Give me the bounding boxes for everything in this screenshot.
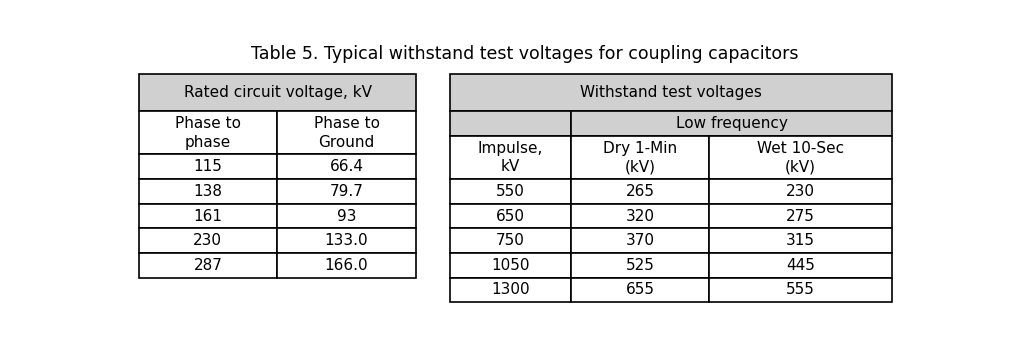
Text: 445: 445	[786, 258, 815, 273]
Text: Phase to
Ground: Phase to Ground	[313, 116, 380, 150]
Bar	[710, 253, 892, 278]
Bar	[450, 74, 892, 111]
Text: 230: 230	[786, 184, 815, 199]
Text: 315: 315	[786, 233, 815, 248]
Text: 230: 230	[194, 233, 222, 248]
Bar	[139, 111, 276, 154]
Text: 275: 275	[786, 209, 815, 224]
Text: 555: 555	[786, 282, 815, 298]
Bar	[139, 154, 276, 179]
Text: 550: 550	[496, 184, 525, 199]
Text: 166.0: 166.0	[325, 258, 369, 273]
Text: 138: 138	[194, 184, 222, 199]
Bar	[139, 74, 417, 111]
Bar	[139, 204, 276, 228]
Text: Rated circuit voltage, kV: Rated circuit voltage, kV	[183, 85, 372, 100]
Bar	[450, 111, 571, 136]
Text: 1050: 1050	[492, 258, 529, 273]
Bar	[571, 111, 892, 136]
Bar	[276, 154, 417, 179]
Bar	[571, 253, 710, 278]
Text: Dry 1-Min
(kV): Dry 1-Min (kV)	[603, 141, 677, 174]
Bar	[276, 179, 417, 204]
Text: Withstand test voltages: Withstand test voltages	[580, 85, 762, 100]
Bar	[139, 179, 276, 204]
Text: 115: 115	[194, 159, 222, 174]
Bar	[450, 136, 571, 179]
Text: 650: 650	[496, 209, 525, 224]
Text: Low frequency: Low frequency	[676, 116, 787, 131]
Bar	[571, 204, 710, 228]
Bar	[571, 136, 710, 179]
Text: 287: 287	[194, 258, 222, 273]
Bar	[710, 278, 892, 302]
Bar	[450, 179, 571, 204]
Text: Phase to
phase: Phase to phase	[175, 116, 241, 150]
Bar	[571, 179, 710, 204]
Text: 525: 525	[626, 258, 654, 273]
Bar	[710, 136, 892, 179]
Bar	[450, 204, 571, 228]
Bar	[571, 228, 710, 253]
Bar	[450, 228, 571, 253]
Bar	[276, 228, 417, 253]
Bar	[276, 111, 417, 154]
Text: 265: 265	[626, 184, 654, 199]
Text: 370: 370	[626, 233, 654, 248]
Text: 750: 750	[496, 233, 525, 248]
Bar	[139, 253, 276, 278]
Text: 133.0: 133.0	[325, 233, 369, 248]
Bar	[276, 204, 417, 228]
Text: 320: 320	[626, 209, 654, 224]
Bar	[276, 253, 417, 278]
Text: 655: 655	[626, 282, 654, 298]
Text: 93: 93	[337, 209, 356, 224]
Text: 161: 161	[194, 209, 222, 224]
Bar	[710, 228, 892, 253]
Bar	[450, 278, 571, 302]
Bar	[139, 228, 276, 253]
Text: Wet 10-Sec
(kV): Wet 10-Sec (kV)	[757, 141, 844, 174]
Text: Table 5. Typical withstand test voltages for coupling capacitors: Table 5. Typical withstand test voltages…	[251, 44, 799, 63]
Bar	[710, 179, 892, 204]
Text: 79.7: 79.7	[330, 184, 364, 199]
Bar	[710, 204, 892, 228]
Bar	[450, 253, 571, 278]
Bar	[571, 278, 710, 302]
Text: 1300: 1300	[492, 282, 529, 298]
Text: 66.4: 66.4	[330, 159, 364, 174]
Text: Impulse,
kV: Impulse, kV	[478, 141, 543, 174]
